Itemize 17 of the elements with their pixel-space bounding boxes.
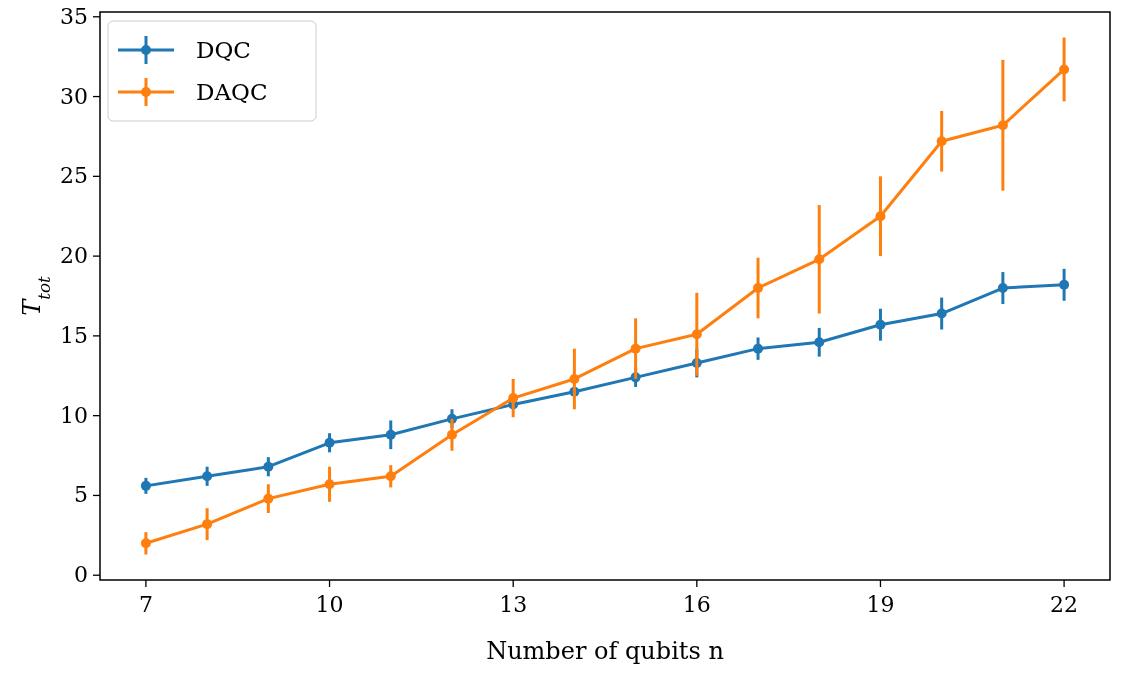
y-tick-label: 5 xyxy=(74,482,88,508)
y-tick-label: 35 xyxy=(60,3,88,29)
y-tick-label: 0 xyxy=(74,562,88,588)
x-tick-label: 10 xyxy=(315,592,344,617)
legend-label: DQC xyxy=(196,37,251,63)
y-tick-label: 10 xyxy=(60,402,88,428)
x-tick-label: 7 xyxy=(138,592,153,617)
y-tick-label: 30 xyxy=(60,83,88,109)
y-tick-label: 20 xyxy=(60,243,88,269)
y-tick-label: 25 xyxy=(60,163,88,189)
x-tick-label: 22 xyxy=(1050,592,1079,617)
y-tick-label: 15 xyxy=(60,322,88,348)
x-axis-title: Number of qubits n xyxy=(486,637,724,665)
x-tick-label: 19 xyxy=(866,592,895,617)
x-tick-label: 13 xyxy=(499,592,528,617)
legend-label: DAQC xyxy=(196,79,268,105)
x-tick-label: 16 xyxy=(682,592,711,617)
